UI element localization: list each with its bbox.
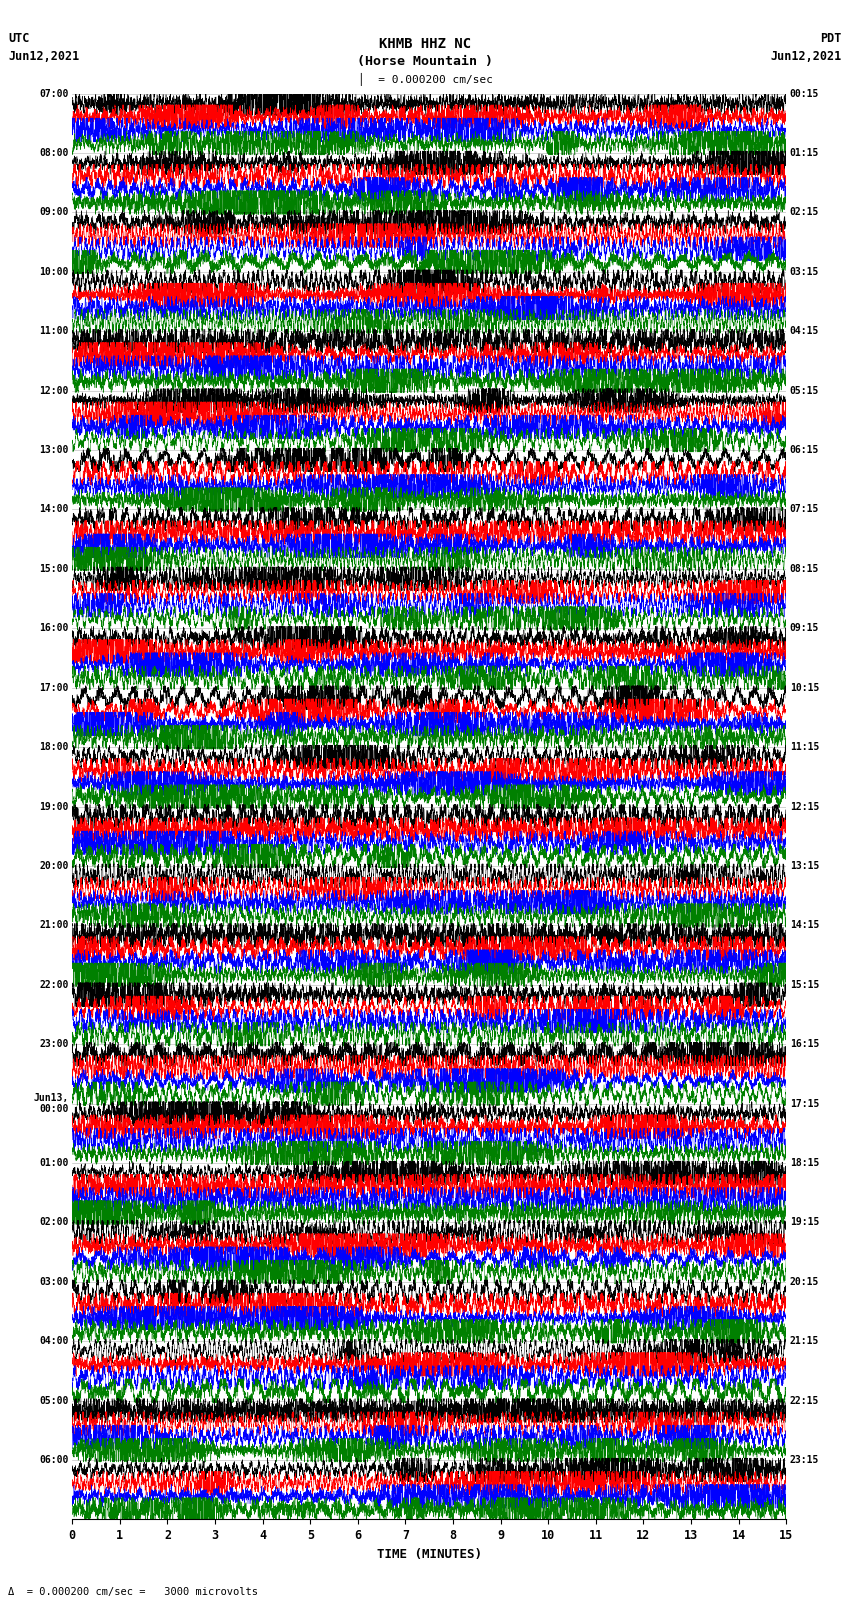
- Text: 01:15: 01:15: [790, 148, 819, 158]
- Text: UTC: UTC: [8, 32, 30, 45]
- Text: 09:15: 09:15: [790, 623, 819, 634]
- Text: 21:00: 21:00: [39, 921, 69, 931]
- Text: 22:15: 22:15: [790, 1395, 819, 1405]
- Text: 23:00: 23:00: [39, 1039, 69, 1048]
- Text: (Horse Mountain ): (Horse Mountain ): [357, 55, 493, 68]
- Text: │  = 0.000200 cm/sec: │ = 0.000200 cm/sec: [358, 73, 492, 85]
- Text: KHMB HHZ NC: KHMB HHZ NC: [379, 37, 471, 52]
- Text: 09:00: 09:00: [39, 208, 69, 218]
- Text: 13:00: 13:00: [39, 445, 69, 455]
- Text: 14:00: 14:00: [39, 505, 69, 515]
- Text: 15:15: 15:15: [790, 979, 819, 990]
- Text: Jun12,2021: Jun12,2021: [8, 50, 80, 63]
- Text: 02:00: 02:00: [39, 1218, 69, 1227]
- Text: 19:15: 19:15: [790, 1218, 819, 1227]
- Text: 06:15: 06:15: [790, 445, 819, 455]
- Text: 22:00: 22:00: [39, 979, 69, 990]
- Text: 06:00: 06:00: [39, 1455, 69, 1465]
- Text: 07:15: 07:15: [790, 505, 819, 515]
- Text: 23:15: 23:15: [790, 1455, 819, 1465]
- Text: 18:15: 18:15: [790, 1158, 819, 1168]
- Text: 04:15: 04:15: [790, 326, 819, 336]
- Text: Δ  = 0.000200 cm/sec =   3000 microvolts: Δ = 0.000200 cm/sec = 3000 microvolts: [8, 1587, 258, 1597]
- Text: 12:15: 12:15: [790, 802, 819, 811]
- Text: 08:15: 08:15: [790, 565, 819, 574]
- Text: 20:15: 20:15: [790, 1277, 819, 1287]
- Text: Jun12,2021: Jun12,2021: [770, 50, 842, 63]
- Text: 05:00: 05:00: [39, 1395, 69, 1405]
- Text: 08:00: 08:00: [39, 148, 69, 158]
- Text: 18:00: 18:00: [39, 742, 69, 752]
- Text: Jun13,
00:00: Jun13, 00:00: [33, 1092, 69, 1115]
- Text: 10:00: 10:00: [39, 266, 69, 277]
- Text: 14:15: 14:15: [790, 921, 819, 931]
- Text: 04:00: 04:00: [39, 1336, 69, 1347]
- Text: 03:00: 03:00: [39, 1277, 69, 1287]
- X-axis label: TIME (MINUTES): TIME (MINUTES): [377, 1548, 482, 1561]
- Text: 05:15: 05:15: [790, 386, 819, 395]
- Text: 20:00: 20:00: [39, 861, 69, 871]
- Text: PDT: PDT: [820, 32, 842, 45]
- Text: 21:15: 21:15: [790, 1336, 819, 1347]
- Text: 16:00: 16:00: [39, 623, 69, 634]
- Text: 15:00: 15:00: [39, 565, 69, 574]
- Text: 17:00: 17:00: [39, 682, 69, 692]
- Text: 10:15: 10:15: [790, 682, 819, 692]
- Text: 00:15: 00:15: [790, 89, 819, 98]
- Text: 03:15: 03:15: [790, 266, 819, 277]
- Text: 01:00: 01:00: [39, 1158, 69, 1168]
- Text: 13:15: 13:15: [790, 861, 819, 871]
- Text: 19:00: 19:00: [39, 802, 69, 811]
- Text: 12:00: 12:00: [39, 386, 69, 395]
- Text: 16:15: 16:15: [790, 1039, 819, 1048]
- Text: 11:15: 11:15: [790, 742, 819, 752]
- Text: 07:00: 07:00: [39, 89, 69, 98]
- Text: 11:00: 11:00: [39, 326, 69, 336]
- Text: 17:15: 17:15: [790, 1098, 819, 1108]
- Text: 02:15: 02:15: [790, 208, 819, 218]
